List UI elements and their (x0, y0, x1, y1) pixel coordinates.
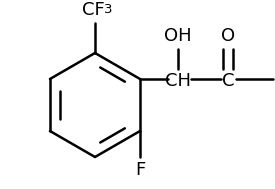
Text: 3: 3 (104, 3, 112, 16)
Text: CF: CF (82, 1, 104, 19)
Text: CH: CH (165, 72, 191, 90)
Text: O: O (221, 27, 235, 45)
Text: C: C (222, 72, 234, 90)
Text: F: F (135, 161, 145, 179)
Text: OH: OH (164, 27, 192, 45)
